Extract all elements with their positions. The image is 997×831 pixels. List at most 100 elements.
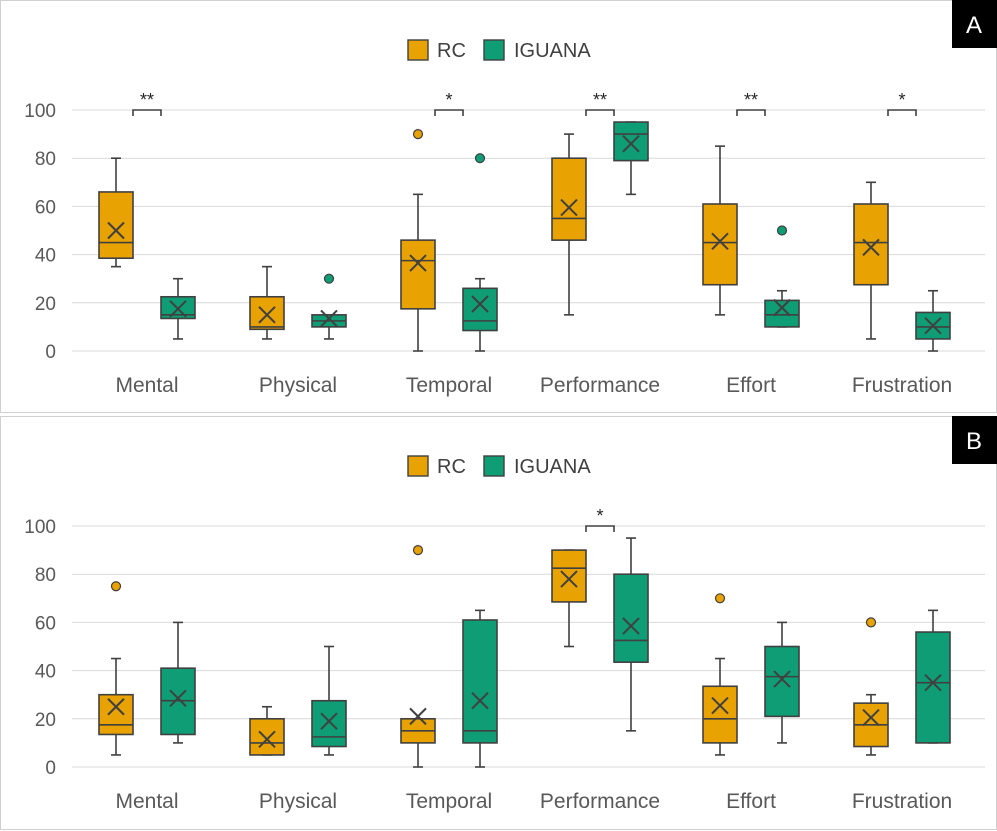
mean-marker-b — [862, 708, 880, 727]
mean-marker-b — [169, 689, 187, 708]
significance-bracket — [887, 109, 917, 116]
mean-marker-b — [409, 254, 427, 272]
mean-marker-b — [862, 238, 880, 257]
box-rc-performance — [551, 133, 587, 316]
x-category-label-physical: Physical — [259, 374, 337, 397]
mean-marker-b — [622, 617, 640, 635]
box-iqr — [249, 295, 285, 331]
x-category-label-effort: Effort — [726, 790, 776, 813]
x-category-label-mental: Mental — [115, 374, 178, 397]
box-iqr — [915, 631, 951, 744]
box-iqr — [613, 121, 649, 162]
significance-label: ** — [593, 90, 607, 110]
panel-label-badge: A — [952, 0, 997, 48]
panel-frame — [0, 416, 997, 830]
box-iguana-temporal — [462, 153, 498, 352]
box-iqr — [551, 549, 587, 603]
mean-marker-b — [258, 730, 276, 748]
outlier-point — [412, 129, 424, 140]
box-rc-physical — [249, 705, 285, 756]
outlier-point — [714, 593, 726, 604]
significance-mental: ** — [132, 90, 162, 116]
box-rc-temporal — [400, 129, 436, 352]
significance-performance: ** — [585, 90, 615, 116]
box-iqr — [764, 299, 800, 328]
box-iqr — [702, 685, 738, 744]
legend-label-iguana: IGUANA — [514, 456, 591, 478]
y-tick-label-100: 100 — [24, 517, 56, 538]
box-iguana-performance — [613, 121, 649, 196]
box-iguana-performance — [613, 537, 649, 732]
mean-marker-b — [560, 570, 578, 588]
box-iqr — [98, 693, 134, 736]
outlier-point — [865, 617, 877, 628]
box-iguana-frustration — [915, 289, 951, 352]
significance-performance: * — [585, 506, 615, 532]
y-tick-label-60: 60 — [35, 613, 56, 634]
box-iguana-temporal — [462, 609, 498, 768]
legend-label-rc: RC — [437, 40, 466, 62]
panel-label: A — [966, 12, 982, 39]
mean-marker-b — [711, 696, 729, 715]
outlier-point — [776, 225, 788, 236]
chart-panel-a: A 0 20 40 60 80 100 Mental Physical Temporal Perfo… — [0, 0, 997, 413]
x-category-label-performance: Performance — [540, 374, 660, 397]
mean-marker-b — [258, 306, 276, 324]
box-rc-frustration — [853, 617, 889, 756]
mean-marker-b — [773, 298, 791, 317]
significance-effort: ** — [736, 90, 766, 116]
x-category-label-effort: Effort — [726, 374, 776, 397]
x-category-label-mental: Mental — [115, 790, 178, 813]
box-iqr — [551, 157, 587, 241]
panel-label-background — [952, 416, 997, 464]
legend-swatch-rc — [407, 39, 429, 61]
y-tick-label-80: 80 — [35, 565, 56, 586]
significance-bracket — [736, 109, 766, 116]
legend-item-rc: RC — [407, 39, 466, 62]
outlier-point — [110, 581, 122, 592]
box-rc-physical — [249, 265, 285, 340]
significance-frustration: * — [887, 90, 917, 116]
y-tick-label-20: 20 — [35, 710, 56, 731]
x-category-label-frustration: Frustration — [852, 790, 952, 813]
significance-bracket — [585, 525, 615, 532]
legend-item-rc: RC — [407, 455, 466, 478]
mean-marker-b — [409, 707, 427, 726]
box-iqr — [98, 191, 134, 260]
box-iqr — [764, 645, 800, 718]
legend: RC IGUANA — [407, 39, 591, 62]
legend-item-iguana: IGUANA — [483, 455, 591, 478]
x-category-label-temporal: Temporal — [406, 374, 492, 397]
significance-bracket — [434, 109, 464, 116]
box-iguana-physical — [311, 645, 347, 756]
x-category-label-temporal: Temporal — [406, 790, 492, 813]
box-iqr — [462, 619, 498, 744]
significance-label: ** — [140, 90, 154, 110]
box-rc-frustration — [853, 181, 889, 340]
mean-marker-b — [773, 670, 791, 688]
significance-label: * — [596, 506, 603, 526]
box-iqr — [462, 287, 498, 332]
panel-label-background — [952, 0, 997, 48]
box-iguana-mental — [160, 621, 196, 744]
significance-temporal: * — [434, 90, 464, 116]
significance-label: ** — [744, 90, 758, 110]
box-iqr — [853, 203, 889, 286]
mean-marker-b — [924, 316, 942, 335]
mean-marker-b — [107, 698, 125, 716]
significance-bracket — [585, 109, 615, 116]
mean-marker-b — [560, 198, 578, 217]
mean-marker-b — [711, 232, 729, 251]
legend-swatch-iguana — [483, 39, 505, 61]
outlier-point — [474, 153, 486, 164]
legend-swatch-rc — [407, 455, 429, 477]
legend: RC IGUANA — [407, 455, 591, 478]
mean-marker-b — [622, 135, 640, 153]
mean-marker-b — [471, 692, 489, 710]
legend-label-rc: RC — [437, 456, 466, 478]
box-rc-effort — [702, 145, 738, 316]
y-tick-label-60: 60 — [35, 197, 56, 218]
box-iqr — [613, 573, 649, 663]
x-category-label-frustration: Frustration — [852, 374, 952, 397]
